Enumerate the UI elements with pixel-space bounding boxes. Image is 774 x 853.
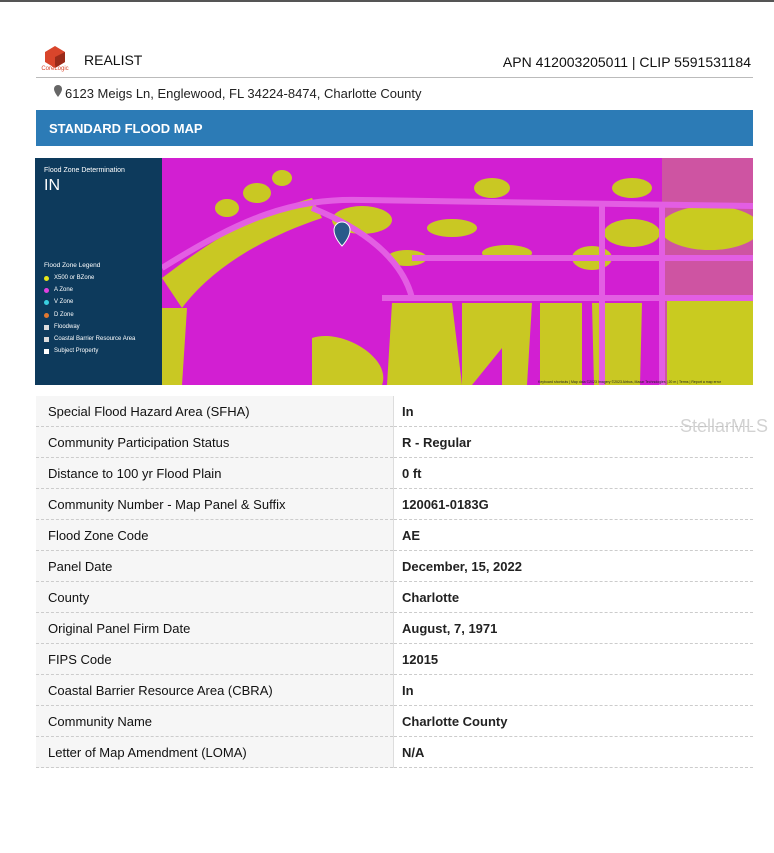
table-row: FIPS Code 12015	[36, 643, 753, 675]
field-value: December, 15, 2022	[393, 550, 753, 582]
field-label: Coastal Barrier Resource Area (CBRA)	[36, 674, 394, 706]
field-label: Community Name	[36, 705, 394, 737]
logo-text: CoreLogic	[41, 66, 68, 72]
map-attribution-visible: Keyboard shortcuts | Map data ©2023 Imag…	[538, 380, 722, 384]
determination-label: Flood Zone Determination	[44, 167, 125, 174]
table-row: Community Name Charlotte County	[36, 705, 753, 737]
determination: IN	[44, 177, 60, 194]
field-label: Distance to 100 yr Flood Plain	[36, 457, 394, 489]
legend-label: D Zone	[54, 311, 74, 318]
flood-map: Keyboard shortcuts | Map data ©2023 Imag…	[162, 158, 753, 385]
field-value: 0 ft	[393, 457, 753, 489]
field-label: Community Participation Status	[36, 426, 394, 458]
field-label: County	[36, 581, 394, 613]
legend-label: A Zone	[54, 287, 74, 294]
watermark: StellarMLS	[680, 416, 769, 436]
table-row: Coastal Barrier Resource Area (CBRA) In	[36, 674, 753, 706]
legend-title: Flood Zone Legend	[44, 262, 101, 269]
field-value: In	[393, 396, 753, 427]
field-label: FIPS Code	[36, 643, 394, 675]
legend-label: X500 or BZone	[54, 275, 95, 281]
top-border	[0, 0, 774, 2]
map-legend-panel: Flood Zone Determination IN Flood Zone L…	[35, 158, 162, 385]
legend-swatch	[44, 312, 49, 318]
field-label: Flood Zone Code	[36, 519, 394, 551]
flood-table: Special Flood Hazard Area (SFHA) In Commun…	[36, 396, 753, 768]
brand: REALIST	[84, 52, 143, 68]
field-label: Letter of Map Amendment (LOMA)	[36, 736, 394, 768]
section-bar: STANDARD FLOOD MAP	[36, 110, 753, 146]
field-value: Charlotte County	[393, 705, 753, 737]
field-value: 120061-0183G	[393, 488, 753, 520]
pin-icon	[54, 85, 62, 97]
legend-label: Floodway	[54, 323, 80, 330]
table-row: Letter of Map Amendment (LOMA) N/A	[36, 736, 753, 768]
table-row: Special Flood Hazard Area (SFHA) In	[36, 396, 753, 427]
legend-swatch	[44, 276, 49, 281]
table-row: Original Panel Firm Date August, 7, 1971	[36, 612, 753, 644]
field-value: N/A	[393, 736, 753, 768]
field-value: Charlotte	[393, 581, 753, 613]
field-value: 12015	[393, 643, 753, 675]
field-value: R - Regular	[393, 426, 753, 458]
table-row: Community Number - Map Panel & Suffix 120…	[36, 488, 753, 520]
field-value: AE	[393, 519, 753, 551]
legend-swatch	[44, 300, 49, 306]
table-row: Flood Zone Code AE	[36, 519, 753, 551]
legend-swatch	[44, 349, 49, 355]
legend-label: V Zone	[54, 299, 74, 306]
field-label: Community Number - Map Panel & Suffix	[36, 488, 394, 520]
table-row: Panel Date December, 15, 2022	[36, 550, 753, 582]
property-ids: APN 412003205011 | CLIP 5591531184	[502, 54, 751, 70]
table-row: Distance to 100 yr Flood Plain 0 ft	[36, 457, 753, 489]
divider	[36, 77, 753, 78]
field-label: Special Flood Hazard Area (SFHA)	[36, 396, 394, 427]
table-row: Community Participation Status R - Regula…	[36, 426, 753, 458]
address: 6123 Meigs Ln, Englewood, FL 34224-8474,…	[65, 86, 422, 101]
legend-swatch	[44, 337, 49, 342]
field-label: Panel Date	[36, 550, 394, 582]
field-label: Original Panel Firm Date	[36, 612, 394, 644]
table-row: County Charlotte	[36, 581, 753, 613]
section-title: STANDARD FLOOD MAP	[49, 121, 203, 136]
legend-label: Subject Property	[54, 348, 99, 355]
field-value: August, 7, 1971	[393, 612, 753, 644]
field-value: In	[393, 674, 753, 706]
logo: CoreLogic	[41, 46, 69, 72]
legend-swatch	[44, 324, 49, 330]
legend-swatch	[44, 288, 49, 294]
legend-label: Coastal Barrier Resource Area	[54, 336, 136, 342]
